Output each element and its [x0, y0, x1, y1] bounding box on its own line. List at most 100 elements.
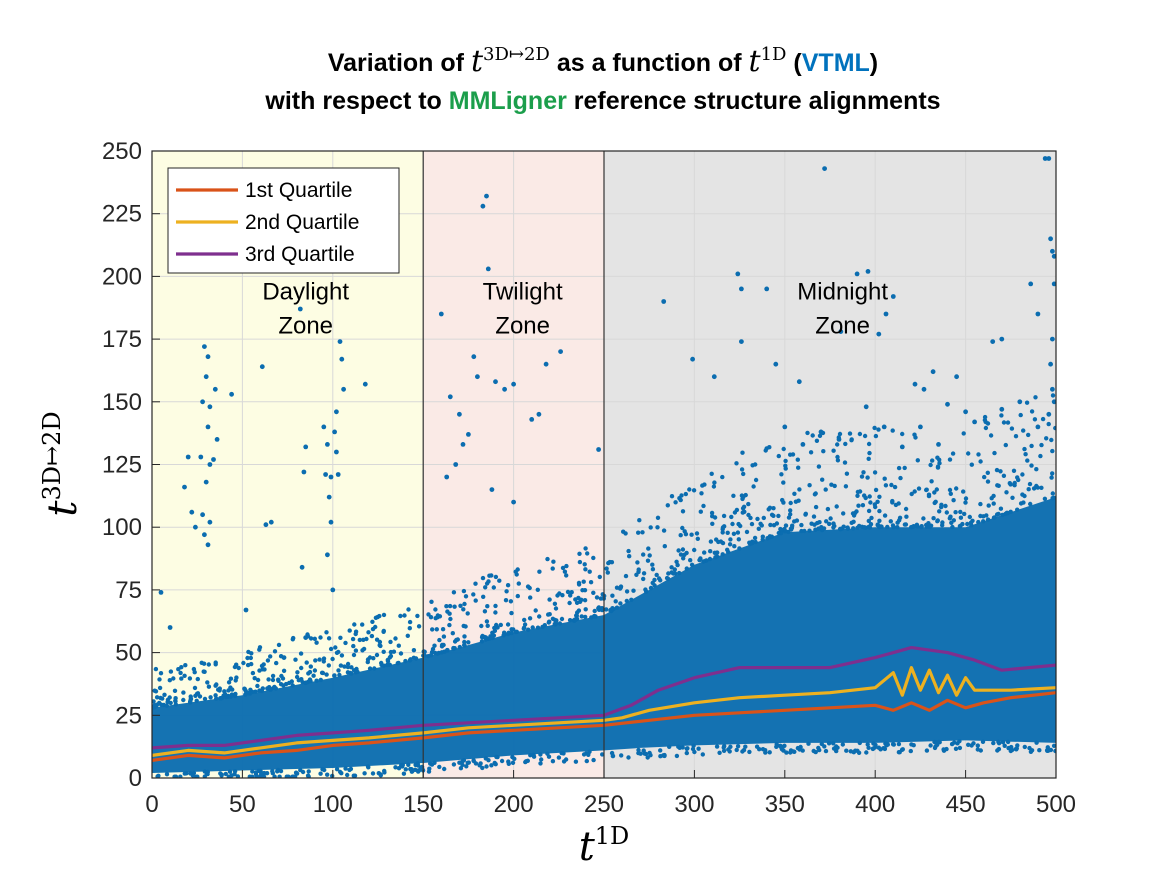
scatter-point [1037, 748, 1042, 753]
scatter-point [837, 431, 843, 437]
scatter-point [353, 648, 359, 653]
scatter-point [554, 618, 559, 623]
scatter-point [631, 588, 636, 593]
scatter-point [915, 458, 920, 463]
scatter-point [735, 530, 741, 535]
scatter-point [318, 635, 323, 640]
scatter-point [471, 592, 476, 597]
scatter-point [403, 767, 408, 772]
scatter-point [236, 665, 241, 671]
scatter-point [513, 629, 518, 635]
title-prefix: Variation of [327, 49, 464, 77]
scatter-point [903, 522, 909, 527]
scatter-point [827, 521, 832, 527]
scatter-point [1050, 471, 1055, 476]
scatter-point [250, 769, 255, 774]
scatter-outlier-point [1050, 336, 1055, 342]
scatter-point [1022, 493, 1027, 499]
scatter-point [466, 640, 471, 645]
scatter-point [461, 588, 467, 594]
scatter-point [669, 570, 674, 575]
scatter-point [1053, 425, 1056, 431]
scatter-outlier-point [936, 442, 941, 447]
scatter-point [928, 462, 933, 468]
scatter-point [662, 544, 667, 549]
scatter-point [929, 479, 934, 484]
scatter-point [867, 450, 872, 456]
scatter-point [535, 625, 541, 630]
scatter-point [181, 690, 186, 695]
scatter-outlier-point [207, 462, 213, 467]
scatter-point [248, 655, 253, 661]
scatter-point [168, 700, 173, 706]
scatter-point [623, 531, 628, 536]
scatter-point [457, 760, 462, 765]
scatter-outlier-point [229, 391, 235, 397]
scatter-point [1022, 744, 1027, 750]
scatter-point [634, 572, 639, 577]
scatter-point [1026, 487, 1031, 492]
scatter-point [334, 767, 340, 772]
scatter-point [509, 627, 514, 632]
scatter-point [935, 464, 941, 469]
scatter-outlier-point [930, 369, 936, 375]
scatter-point [567, 600, 572, 606]
scatter-point [961, 489, 966, 494]
scatter-point [720, 525, 726, 530]
scatter-point [206, 684, 212, 689]
scatter-point [371, 656, 376, 661]
scatter-point [1046, 421, 1051, 427]
scatter-outlier-point [899, 444, 905, 450]
y-axis-label: t3D↦2D [38, 411, 86, 516]
scatter-outlier-point [1048, 236, 1053, 242]
scatter-outlier-point [876, 331, 882, 337]
scatter-point [498, 622, 503, 628]
scatter-point [172, 688, 178, 693]
scatter-point [484, 619, 490, 624]
scatter-outlier-point [881, 424, 887, 430]
scatter-point [164, 772, 170, 777]
scatter-point [823, 487, 828, 492]
scatter-point [546, 612, 551, 617]
scatter-point [486, 758, 491, 763]
scatter-point [152, 688, 157, 693]
scatter-point [334, 650, 340, 655]
scatter-point [199, 660, 204, 665]
scatter-point [454, 637, 459, 643]
scatter-point [373, 615, 379, 620]
scatter-point [411, 655, 416, 660]
quartile-line-2 [152, 666, 1056, 757]
scatter-point [641, 552, 646, 557]
scatter-point [284, 774, 289, 778]
scatter-point [164, 703, 169, 708]
scatter-point [183, 663, 188, 668]
scatter-point [432, 760, 437, 765]
scatter-point [261, 662, 266, 667]
scatter-outlier-point [259, 364, 265, 370]
scatter-point [213, 693, 218, 698]
scatter-point [229, 692, 235, 697]
scatter-point [241, 660, 246, 666]
scatter-point [338, 769, 343, 775]
scatter-point [559, 750, 564, 756]
scatter-point [710, 521, 715, 526]
zone-label-line1-1: Twilight [483, 278, 563, 305]
scatter-point [678, 497, 683, 503]
scatter-point [924, 487, 929, 492]
scatter-point [483, 635, 489, 640]
scatter-point [624, 598, 629, 604]
scatter-outlier-point [334, 409, 339, 415]
scatter-point [270, 673, 276, 679]
scatter-point [741, 747, 747, 753]
scatter-point [844, 748, 849, 753]
scatter-point [508, 599, 514, 604]
zone-labels: Daylight Zone Twilight Zone Midnight Zone [262, 278, 888, 339]
scatter-point [416, 624, 422, 629]
scatter-point [911, 743, 916, 748]
scatter-point [1006, 745, 1011, 751]
scatter-point [882, 476, 887, 481]
scatter-point [1015, 507, 1020, 512]
scatter-point [1033, 395, 1038, 400]
scatter-point [752, 535, 758, 541]
scatter-outlier-point [471, 354, 477, 360]
